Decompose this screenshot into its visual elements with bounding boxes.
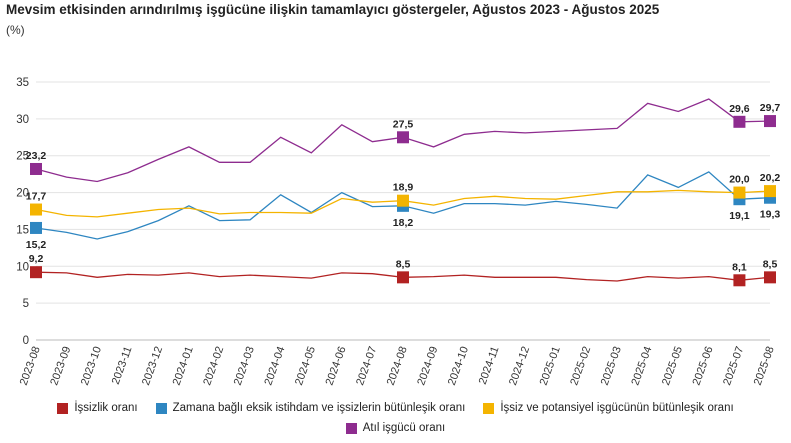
data-label-1-2023-08: 15,2 xyxy=(26,239,47,251)
x-tick-label-2024-07: 2024-07 xyxy=(354,345,379,387)
x-tick-label-2025-01: 2025-01 xyxy=(538,345,563,387)
y-tick-label-10: 10 xyxy=(16,261,29,273)
y-tick-label-0: 0 xyxy=(23,335,29,347)
x-tick-label-2023-12: 2023-12 xyxy=(140,345,165,387)
data-label-3-2024-08: 27,5 xyxy=(393,118,414,130)
marker-0-2025-08 xyxy=(764,271,776,284)
data-label-2-2025-07: 20,0 xyxy=(729,174,750,186)
marker-2-2025-07 xyxy=(733,186,746,199)
x-tick-label-2024-08: 2024-08 xyxy=(385,345,410,387)
marker-3-2023-08 xyxy=(30,162,42,175)
data-label-1-2024-08: 18,2 xyxy=(393,217,414,229)
data-label-0-2023-08: 9,2 xyxy=(29,253,44,265)
marker-3-2024-08 xyxy=(397,131,409,144)
y-tick-label-20: 20 xyxy=(16,188,29,200)
x-tick-label-2024-05: 2024-05 xyxy=(293,345,318,387)
marker-2-2025-08 xyxy=(764,185,776,198)
x-tick-label-2025-03: 2025-03 xyxy=(599,345,624,387)
legend-label-time-related: Zamana bağlı eksik istihdam ve işsizleri… xyxy=(172,402,466,414)
x-tick-label-2024-09: 2024-09 xyxy=(415,345,440,387)
data-label-2-2025-08: 20,2 xyxy=(760,172,781,184)
data-label-3-2023-08: 23,2 xyxy=(26,150,47,162)
x-tick-label-2024-04: 2024-04 xyxy=(262,345,287,387)
marker-0-2023-08 xyxy=(30,266,42,279)
data-label-0-2025-08: 8,5 xyxy=(763,258,778,270)
legend: İşsizlik oranı Zamana bağlı eksik istihd… xyxy=(0,402,791,442)
x-tick-label-2023-10: 2023-10 xyxy=(79,345,104,387)
data-label-3-2025-08: 29,7 xyxy=(760,102,781,114)
x-tick-label-2024-10: 2024-10 xyxy=(446,345,471,387)
data-label-0-2025-07: 8,1 xyxy=(732,261,747,273)
legend-swatch-unemployment xyxy=(57,402,69,414)
legend-swatch-time-related xyxy=(155,402,167,414)
legend-swatch-potential xyxy=(483,402,495,414)
legend-item-potential[interactable]: İşsiz ve potansiyel işgücünün bütünleşik… xyxy=(483,402,734,414)
data-label-2-2024-08: 18,9 xyxy=(393,182,414,194)
marker-1-2023-08 xyxy=(30,221,42,234)
data-label-1-2025-07: 19,1 xyxy=(729,210,750,222)
x-tick-label-2025-07: 2025-07 xyxy=(721,345,746,387)
x-tick-label-2024-02: 2024-02 xyxy=(201,345,226,387)
legend-item-slack[interactable]: Atıl işgücü oranı xyxy=(345,422,446,434)
legend-label-slack: Atıl işgücü oranı xyxy=(362,422,446,434)
x-tick-label-2023-11: 2023-11 xyxy=(110,345,135,386)
chart-title: Mevsim etkisinden arındırılmış işgücüne … xyxy=(6,2,660,17)
legend-item-time-related[interactable]: Zamana bağlı eksik istihdam ve işsizleri… xyxy=(155,402,466,414)
data-label-2-2023-08: 17,7 xyxy=(26,191,47,203)
legend-item-unemployment[interactable]: İşsizlik oranı xyxy=(57,402,138,414)
x-tick-label-2024-03: 2024-03 xyxy=(232,345,257,387)
x-tick-label-2025-05: 2025-05 xyxy=(660,345,685,387)
legend-label-potential: İşsiz ve potansiyel işgücünün bütünleşik… xyxy=(500,402,734,414)
x-tick-label-2025-02: 2025-02 xyxy=(568,345,593,387)
data-label-1-2025-08: 19,3 xyxy=(760,209,781,221)
marker-0-2025-07 xyxy=(733,274,746,287)
y-tick-label-30: 30 xyxy=(16,114,29,126)
y-tick-label-35: 35 xyxy=(16,77,29,89)
y-tick-label-25: 25 xyxy=(16,151,29,163)
x-tick-label-2025-08: 2025-08 xyxy=(752,345,777,387)
x-tick-label-2024-01: 2024-01 xyxy=(171,345,196,387)
x-tick-label-2024-11: 2024-11 xyxy=(477,345,502,386)
data-label-0-2024-08: 8,5 xyxy=(396,258,411,270)
x-tick-label-2025-04: 2025-04 xyxy=(629,345,654,387)
marker-2-2024-08 xyxy=(397,194,409,207)
y-axis-unit: (%) xyxy=(6,23,25,37)
y-tick-label-15: 15 xyxy=(16,224,29,236)
legend-label-unemployment: İşsizlik oranı xyxy=(74,402,138,414)
y-tick-label-5: 5 xyxy=(23,298,29,310)
x-tick-label-2025-06: 2025-06 xyxy=(691,345,716,387)
marker-3-2025-08 xyxy=(764,115,776,128)
x-tick-label-2023-08: 2023-08 xyxy=(18,345,43,387)
x-tick-label-2024-06: 2024-06 xyxy=(324,345,349,387)
marker-3-2025-07 xyxy=(733,115,746,128)
marker-0-2024-08 xyxy=(397,271,409,284)
data-label-3-2025-07: 29,6 xyxy=(729,103,750,115)
x-tick-label-2024-12: 2024-12 xyxy=(507,345,532,387)
legend-swatch-slack xyxy=(345,422,357,434)
x-tick-label-2023-09: 2023-09 xyxy=(48,345,73,387)
marker-2-2023-08 xyxy=(30,203,42,216)
